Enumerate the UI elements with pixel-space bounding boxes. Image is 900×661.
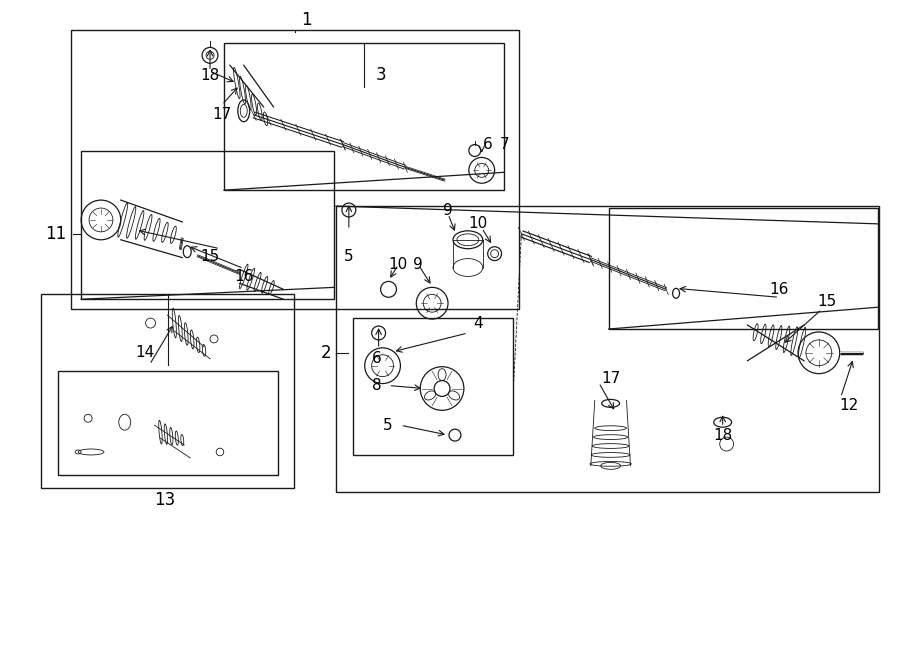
Text: 12: 12 bbox=[839, 398, 859, 413]
Text: 1: 1 bbox=[301, 11, 311, 28]
Text: 8: 8 bbox=[372, 378, 382, 393]
Text: 17: 17 bbox=[601, 371, 620, 386]
Bar bbox=[81, 151, 334, 299]
Bar bbox=[71, 30, 519, 309]
Text: 15: 15 bbox=[817, 293, 836, 309]
Text: 9: 9 bbox=[413, 257, 423, 272]
Bar bbox=[224, 44, 503, 190]
Text: 2: 2 bbox=[320, 344, 331, 362]
Text: 9: 9 bbox=[443, 202, 453, 217]
Bar bbox=[353, 318, 514, 455]
Text: 17: 17 bbox=[212, 107, 231, 122]
Text: 10: 10 bbox=[389, 257, 408, 272]
Bar bbox=[608, 208, 878, 329]
Text: 18: 18 bbox=[713, 428, 733, 443]
Text: 6: 6 bbox=[372, 351, 382, 366]
Text: 15: 15 bbox=[201, 249, 220, 264]
Text: 5: 5 bbox=[382, 418, 392, 433]
Text: 6: 6 bbox=[482, 137, 492, 152]
Text: 3: 3 bbox=[375, 66, 386, 84]
Text: 7: 7 bbox=[500, 137, 509, 152]
Text: 11: 11 bbox=[45, 225, 66, 243]
Text: 10: 10 bbox=[468, 216, 488, 231]
Text: 16: 16 bbox=[234, 269, 254, 284]
Text: 5: 5 bbox=[344, 249, 354, 264]
Text: 18: 18 bbox=[201, 67, 220, 83]
Text: 14: 14 bbox=[135, 345, 154, 360]
Text: 16: 16 bbox=[770, 282, 789, 297]
Bar bbox=[336, 206, 879, 492]
Bar bbox=[58, 371, 278, 475]
Bar bbox=[41, 294, 294, 488]
Text: 13: 13 bbox=[154, 490, 175, 508]
Text: 4: 4 bbox=[473, 315, 482, 330]
